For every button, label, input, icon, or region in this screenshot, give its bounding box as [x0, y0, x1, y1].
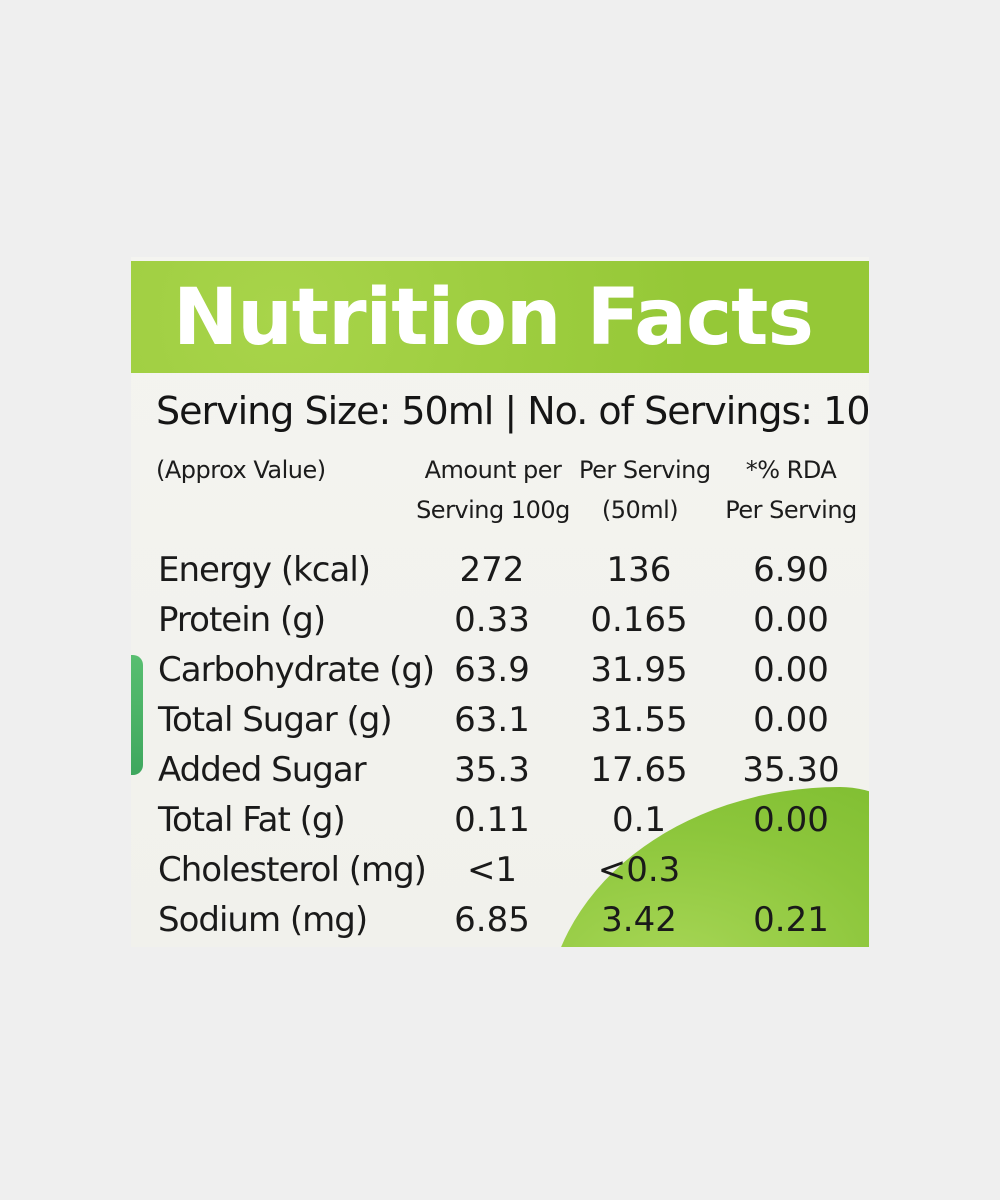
value-per-100g: 35.3 [454, 750, 530, 790]
nutrient-row-added-sugar: Added Sugar 35.3 17.65 35.30 [131, 745, 869, 795]
value-per-serving: 0.1 [611, 800, 667, 840]
nutrition-label: Nutrition Facts Serving Size: 50ml | No.… [131, 257, 869, 947]
nutrient-row-cholesterol: Cholesterol (mg) <1 <0.3 [131, 845, 869, 895]
label-title: Nutrition Facts [173, 273, 814, 363]
nutrient-row-total-sugar: Total Sugar (g) 63.1 31.55 0.00 [131, 695, 869, 745]
nutrient-row-protein: Protein (g) 0.33 0.165 0.00 [131, 595, 869, 645]
header-amount-line1: Amount per [424, 456, 562, 484]
value-per-100g: 0.33 [454, 600, 530, 640]
nutrient-name: Added Sugar [158, 750, 367, 790]
value-per-100g: 272 [459, 550, 525, 590]
header-approx-value: (Approx Value) [156, 456, 326, 484]
header-rda-line1: *% RDA [745, 456, 837, 484]
nutrient-name: Total Fat (g) [158, 800, 346, 840]
title-band: Nutrition Facts [131, 261, 869, 373]
header-rda-line2: Per Serving [725, 496, 857, 524]
value-per-100g: 6.85 [454, 900, 530, 940]
value-rda: 0.00 [753, 700, 829, 740]
nutrient-name: Total Sugar (g) [158, 700, 393, 740]
header-per-serving-line2: (50ml) [601, 496, 679, 524]
nutrient-row-energy: Energy (kcal) 272 136 6.90 [131, 545, 869, 595]
value-per-100g: 0.11 [454, 800, 530, 840]
value-per-serving: 31.55 [590, 700, 688, 740]
value-rda: 35.30 [742, 750, 840, 790]
value-per-serving: 3.42 [601, 900, 677, 940]
header-per-serving: Per Serving (50ml) [579, 450, 711, 530]
value-per-100g: 63.9 [454, 650, 530, 690]
nutrient-name: Energy (kcal) [158, 550, 371, 590]
header-rda: *% RDA Per Serving [721, 450, 861, 530]
nutrient-name: Cholesterol (mg) [158, 850, 427, 890]
value-rda: 0.00 [753, 600, 829, 640]
value-per-serving: 17.65 [590, 750, 688, 790]
header-amount-per-100g: Amount per Serving 100g [413, 450, 573, 530]
value-per-100g: <1 [466, 850, 518, 890]
header-per-serving-line1: Per Serving [579, 456, 711, 484]
value-rda: 0.00 [753, 650, 829, 690]
nutrient-row-carbohydrate: Carbohydrate (g) 63.9 31.95 0.00 [131, 645, 869, 695]
leaf-edge-decoration [131, 655, 143, 775]
header-amount-line2: Serving 100g [416, 496, 570, 524]
value-rda: 6.90 [753, 550, 829, 590]
value-per-serving: <0.3 [597, 850, 681, 890]
value-per-serving: 31.95 [590, 650, 688, 690]
nutrient-name: Sodium (mg) [158, 900, 368, 940]
value-per-serving: 0.165 [590, 600, 688, 640]
serving-size-line: Serving Size: 50ml | No. of Servings: 10 [156, 389, 869, 433]
nutrient-name: Protein (g) [158, 600, 326, 640]
value-per-serving: 136 [606, 550, 672, 590]
nutrient-rows: Energy (kcal) 272 136 6.90 Protein (g) 0… [131, 545, 869, 945]
value-rda: 0.21 [753, 900, 829, 940]
nutrient-row-sodium: Sodium (mg) 6.85 3.42 0.21 [131, 895, 869, 945]
nutrient-row-total-fat: Total Fat (g) 0.11 0.1 0.00 [131, 795, 869, 845]
value-per-100g: 63.1 [454, 700, 530, 740]
nutrient-name: Carbohydrate (g) [158, 650, 435, 690]
value-rda: 0.00 [753, 800, 829, 840]
